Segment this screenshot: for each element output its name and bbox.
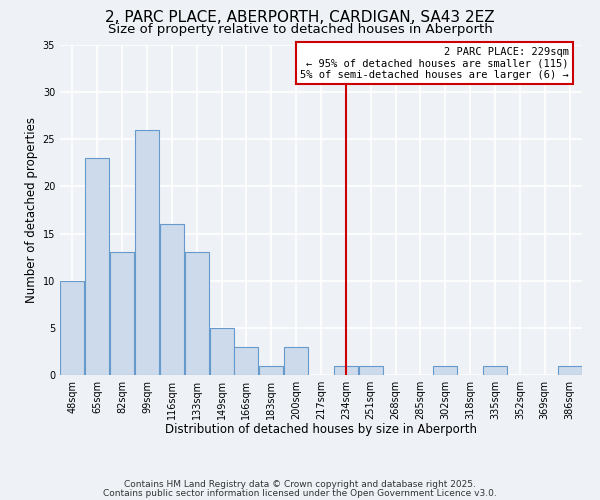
- Bar: [160, 224, 184, 375]
- Bar: [110, 252, 134, 375]
- Bar: [135, 130, 159, 375]
- Bar: [433, 366, 457, 375]
- Text: Contains HM Land Registry data © Crown copyright and database right 2025.: Contains HM Land Registry data © Crown c…: [124, 480, 476, 489]
- Bar: [185, 252, 209, 375]
- Bar: [259, 366, 283, 375]
- Bar: [483, 366, 507, 375]
- Text: Size of property relative to detached houses in Aberporth: Size of property relative to detached ho…: [107, 22, 493, 36]
- Text: 2 PARC PLACE: 229sqm
← 95% of detached houses are smaller (115)
5% of semi-detac: 2 PARC PLACE: 229sqm ← 95% of detached h…: [300, 46, 569, 80]
- Y-axis label: Number of detached properties: Number of detached properties: [25, 117, 38, 303]
- X-axis label: Distribution of detached houses by size in Aberporth: Distribution of detached houses by size …: [165, 424, 477, 436]
- Bar: [209, 328, 233, 375]
- Bar: [235, 346, 259, 375]
- Text: Contains public sector information licensed under the Open Government Licence v3: Contains public sector information licen…: [103, 488, 497, 498]
- Text: 2, PARC PLACE, ABERPORTH, CARDIGAN, SA43 2EZ: 2, PARC PLACE, ABERPORTH, CARDIGAN, SA43…: [105, 10, 495, 25]
- Bar: [61, 280, 85, 375]
- Bar: [284, 346, 308, 375]
- Bar: [359, 366, 383, 375]
- Bar: [557, 366, 581, 375]
- Bar: [85, 158, 109, 375]
- Bar: [334, 366, 358, 375]
